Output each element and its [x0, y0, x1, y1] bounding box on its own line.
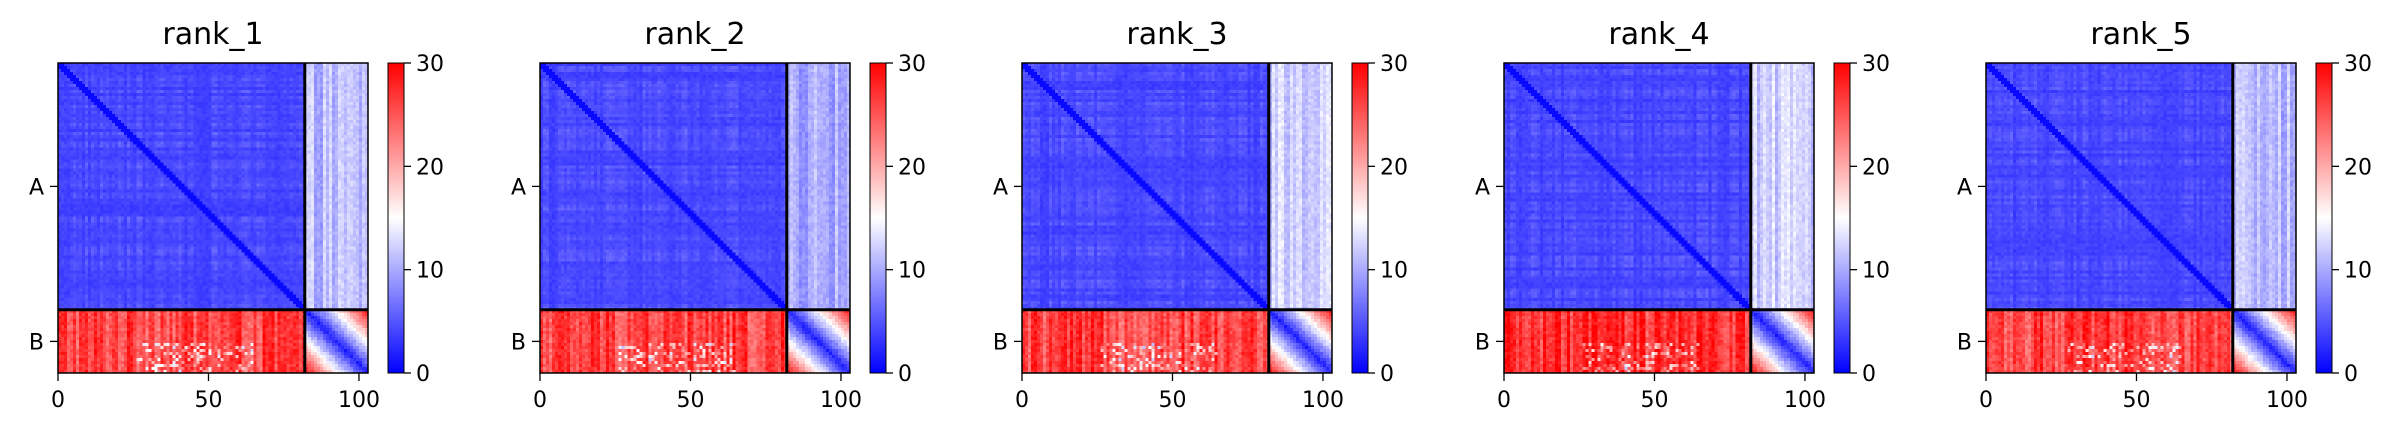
colorbar	[387, 62, 405, 374]
heatmap-frame	[1985, 62, 2297, 374]
xtick-label: 0	[1497, 388, 1511, 413]
panel-rank_2: rank_2 A B 0 50 100 0 10 20 30	[511, 17, 926, 413]
panel-rank_3: rank_3 A B 0 50 100 0 10 20 30	[993, 17, 1408, 413]
colorbar-tick-label: 20	[416, 155, 444, 180]
pae-heatmap	[1504, 63, 1814, 373]
chain-label-A: A	[993, 175, 1008, 200]
xtick-label: 100	[2266, 388, 2308, 413]
colorbar-tick-label: 0	[898, 362, 912, 387]
colorbar-tick-label: 0	[2344, 362, 2358, 387]
panel-rank_5: rank_5 A B 0 50 100 0 10 20 30	[1957, 17, 2372, 413]
panel-title: rank_2	[644, 17, 745, 52]
xtick-label: 0	[1015, 388, 1029, 413]
chain-label-B: B	[1957, 330, 1972, 355]
heatmap-frame	[539, 62, 851, 374]
xtick-label: 50	[1640, 388, 1668, 413]
colorbar	[2315, 62, 2333, 374]
chain-label-B: B	[993, 330, 1008, 355]
pae-heatmap	[1986, 63, 2296, 373]
colorbar-tick-label: 30	[898, 52, 926, 77]
colorbar-tick-label: 30	[1380, 52, 1408, 77]
colorbar-tick-label: 20	[1380, 155, 1408, 180]
colorbar-tick-label: 0	[416, 362, 430, 387]
panel-rank_4: rank_4 A B 0 50 100 0 10 20 30	[1475, 17, 1890, 413]
panel-title: rank_3	[1126, 17, 1227, 52]
chain-label-A: A	[29, 175, 44, 200]
xtick-label: 100	[820, 388, 862, 413]
heatmap-frame	[1503, 62, 1815, 374]
xtick-label: 0	[51, 388, 65, 413]
colorbar-tick-label: 20	[2344, 155, 2372, 180]
colorbar-tick-label: 10	[898, 259, 926, 284]
colorbar-tick-label: 20	[1862, 155, 1890, 180]
chain-label-B: B	[29, 330, 44, 355]
colorbar-tick-label: 10	[1380, 259, 1408, 284]
chain-label-A: A	[1957, 175, 1972, 200]
colorbar-tick-label: 30	[1862, 52, 1890, 77]
colorbar-tick-label: 30	[2344, 52, 2372, 77]
heatmap-frame	[57, 62, 369, 374]
colorbar-tick-label: 10	[1862, 259, 1890, 284]
xtick-label: 100	[1784, 388, 1826, 413]
chain-label-B: B	[511, 330, 526, 355]
xtick-label: 50	[194, 388, 222, 413]
panel-title: rank_4	[1608, 17, 1709, 52]
colorbar	[1351, 62, 1369, 374]
chain-label-A: A	[1475, 175, 1490, 200]
colorbar-tick-label: 0	[1380, 362, 1394, 387]
colorbar-tick-label: 10	[2344, 259, 2372, 284]
colorbar-tick-label: 0	[1862, 362, 1876, 387]
xtick-label: 100	[1302, 388, 1344, 413]
chain-label-B: B	[1475, 330, 1490, 355]
panel-title: rank_5	[2090, 17, 2191, 52]
xtick-label: 50	[2122, 388, 2150, 413]
xtick-label: 50	[676, 388, 704, 413]
panel-rank_1: rank_1 A B 0 50 100 0 10 20 30	[29, 17, 444, 413]
colorbar	[869, 62, 887, 374]
colorbar-tick-label: 20	[898, 155, 926, 180]
colorbar-tick-label: 30	[416, 52, 444, 77]
xtick-label: 50	[1158, 388, 1186, 413]
xtick-label: 0	[533, 388, 547, 413]
pae-heatmap	[58, 63, 368, 373]
panel-title: rank_1	[162, 17, 263, 52]
colorbar-tick-label: 10	[416, 259, 444, 284]
xtick-label: 0	[1979, 388, 1993, 413]
pae-heatmap	[540, 63, 850, 373]
xtick-label: 100	[338, 388, 380, 413]
heatmap-frame	[1021, 62, 1333, 374]
pae-heatmap	[1022, 63, 1332, 373]
chain-label-A: A	[511, 175, 526, 200]
colorbar	[1833, 62, 1851, 374]
